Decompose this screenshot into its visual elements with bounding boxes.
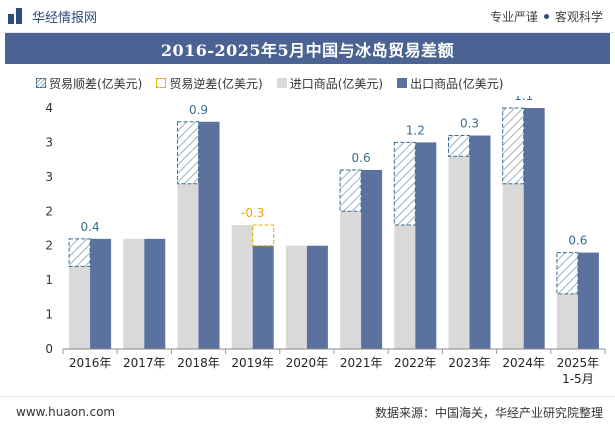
x-tick-label: 1-5月 [562,372,594,386]
y-tick-label: 4 [45,101,53,115]
footer-website-link[interactable]: www.huaon.com [16,405,116,419]
export-bar [361,169,383,349]
x-tick-label: 2017年 [123,356,166,370]
balance-data-label: 0.6 [568,234,587,248]
export-bar [415,142,437,349]
x-tick-label: 2022年 [394,356,437,370]
x-tick-label: 2020年 [286,356,329,370]
import-bar [448,156,470,349]
x-tick-label: 2023年 [448,356,491,370]
legend-label-deficit: 贸易逆差(亿美元) [169,76,263,91]
balance-data-label: 0.9 [189,103,208,117]
export-bar [306,245,328,349]
balance-data-label: 0.3 [460,117,479,131]
y-tick-label: 0 [45,342,53,356]
surplus-marker [393,141,416,226]
import-bar [231,225,253,349]
surplus-marker [68,238,91,267]
export-bar [577,252,599,349]
top-bar: 华经情报网 专业严谨 客观科学 [0,0,615,33]
chart-title: 2016-2025年5月中国与冰岛贸易差额 [160,40,455,60]
x-tick-label: 2018年 [177,356,220,370]
y-tick-label: 1 [45,308,53,322]
footer: www.huaon.com 数据来源：中国海关，华经产业研究院整理 [0,396,615,427]
surplus-marker [448,135,470,157]
x-tick-label: 2025年 [557,356,600,370]
legend-item-surplus[interactable]: 贸易顺差(亿美元) [36,75,142,92]
balance-data-label: -0.3 [241,206,264,220]
y-tick-label: 1 [45,273,53,287]
export-bar [144,238,166,349]
brand-logo-icon [8,8,24,24]
x-tick-label: 2016年 [69,356,112,370]
legend-swatch-surplus [36,78,46,88]
legend-swatch-export [397,78,408,88]
legend-label-surplus: 贸易顺差(亿美元) [49,76,143,91]
balance-data-label: 0.4 [81,220,100,234]
export-bar [523,108,545,349]
export-bar [469,135,491,349]
x-tick-label: 2021年 [340,356,383,370]
legend-swatch-import [276,78,287,88]
import-bar [69,266,91,349]
import-bar [502,183,524,349]
title-bar: 2016-2025年5月中国与冰岛贸易差额 [5,33,610,64]
legend-swatch-deficit [156,78,167,88]
import-bar [556,293,578,349]
bar-chart: 0 1 1 2 2 3 3 4 0.4 2016年 2017年 0.9 2018年 -0.3 2019年 20… [45,96,606,386]
x-tick-label: 2024年 [502,356,545,370]
surplus-marker [339,169,362,212]
surplus-marker [502,107,525,185]
legend-item-export[interactable]: 出口商品(亿美元) [397,75,504,92]
y-tick-label: 2 [45,239,53,253]
export-bar [198,121,220,350]
chart-legend: 贸易顺差(亿美元) 贸易逆差(亿美元) 进口商品(亿美元) 出口商品(亿美元) [36,74,504,92]
export-bar [90,238,112,349]
slogan-right: 客观科学 [554,9,603,24]
brand-name: 华经情报网 [32,10,98,26]
y-tick-label: 3 [45,170,53,184]
x-tick-label: 2019年 [231,356,274,370]
import-bar [285,245,307,349]
legend-label-import: 进口商品(亿美元) [289,76,384,91]
y-tick-label: 3 [45,135,53,149]
footer-source: 数据来源：中国海关，华经产业研究院整理 [374,405,603,420]
import-bar [177,183,199,349]
deficit-marker [252,224,275,247]
balance-data-label: 1.1 [514,96,533,103]
legend-item-deficit[interactable]: 贸易逆差(亿美元) [156,75,263,92]
brand[interactable]: 华经情报网 [8,7,97,26]
import-bar [340,211,362,349]
legend-item-import[interactable]: 进口商品(亿美元) [276,75,384,92]
y-tick-label: 2 [45,204,53,218]
slogan: 专业严谨 客观科学 [490,8,603,25]
surplus-marker [177,121,199,185]
export-bar [252,245,274,349]
import-bar [123,238,145,349]
slogan-left: 专业严谨 [489,9,538,24]
balance-data-label: 1.2 [406,123,425,137]
import-bar [394,225,416,349]
surplus-marker [556,252,579,295]
balance-data-label: 0.6 [352,151,371,165]
legend-label-export: 出口商品(亿美元) [410,76,504,91]
dot-icon [543,13,549,19]
